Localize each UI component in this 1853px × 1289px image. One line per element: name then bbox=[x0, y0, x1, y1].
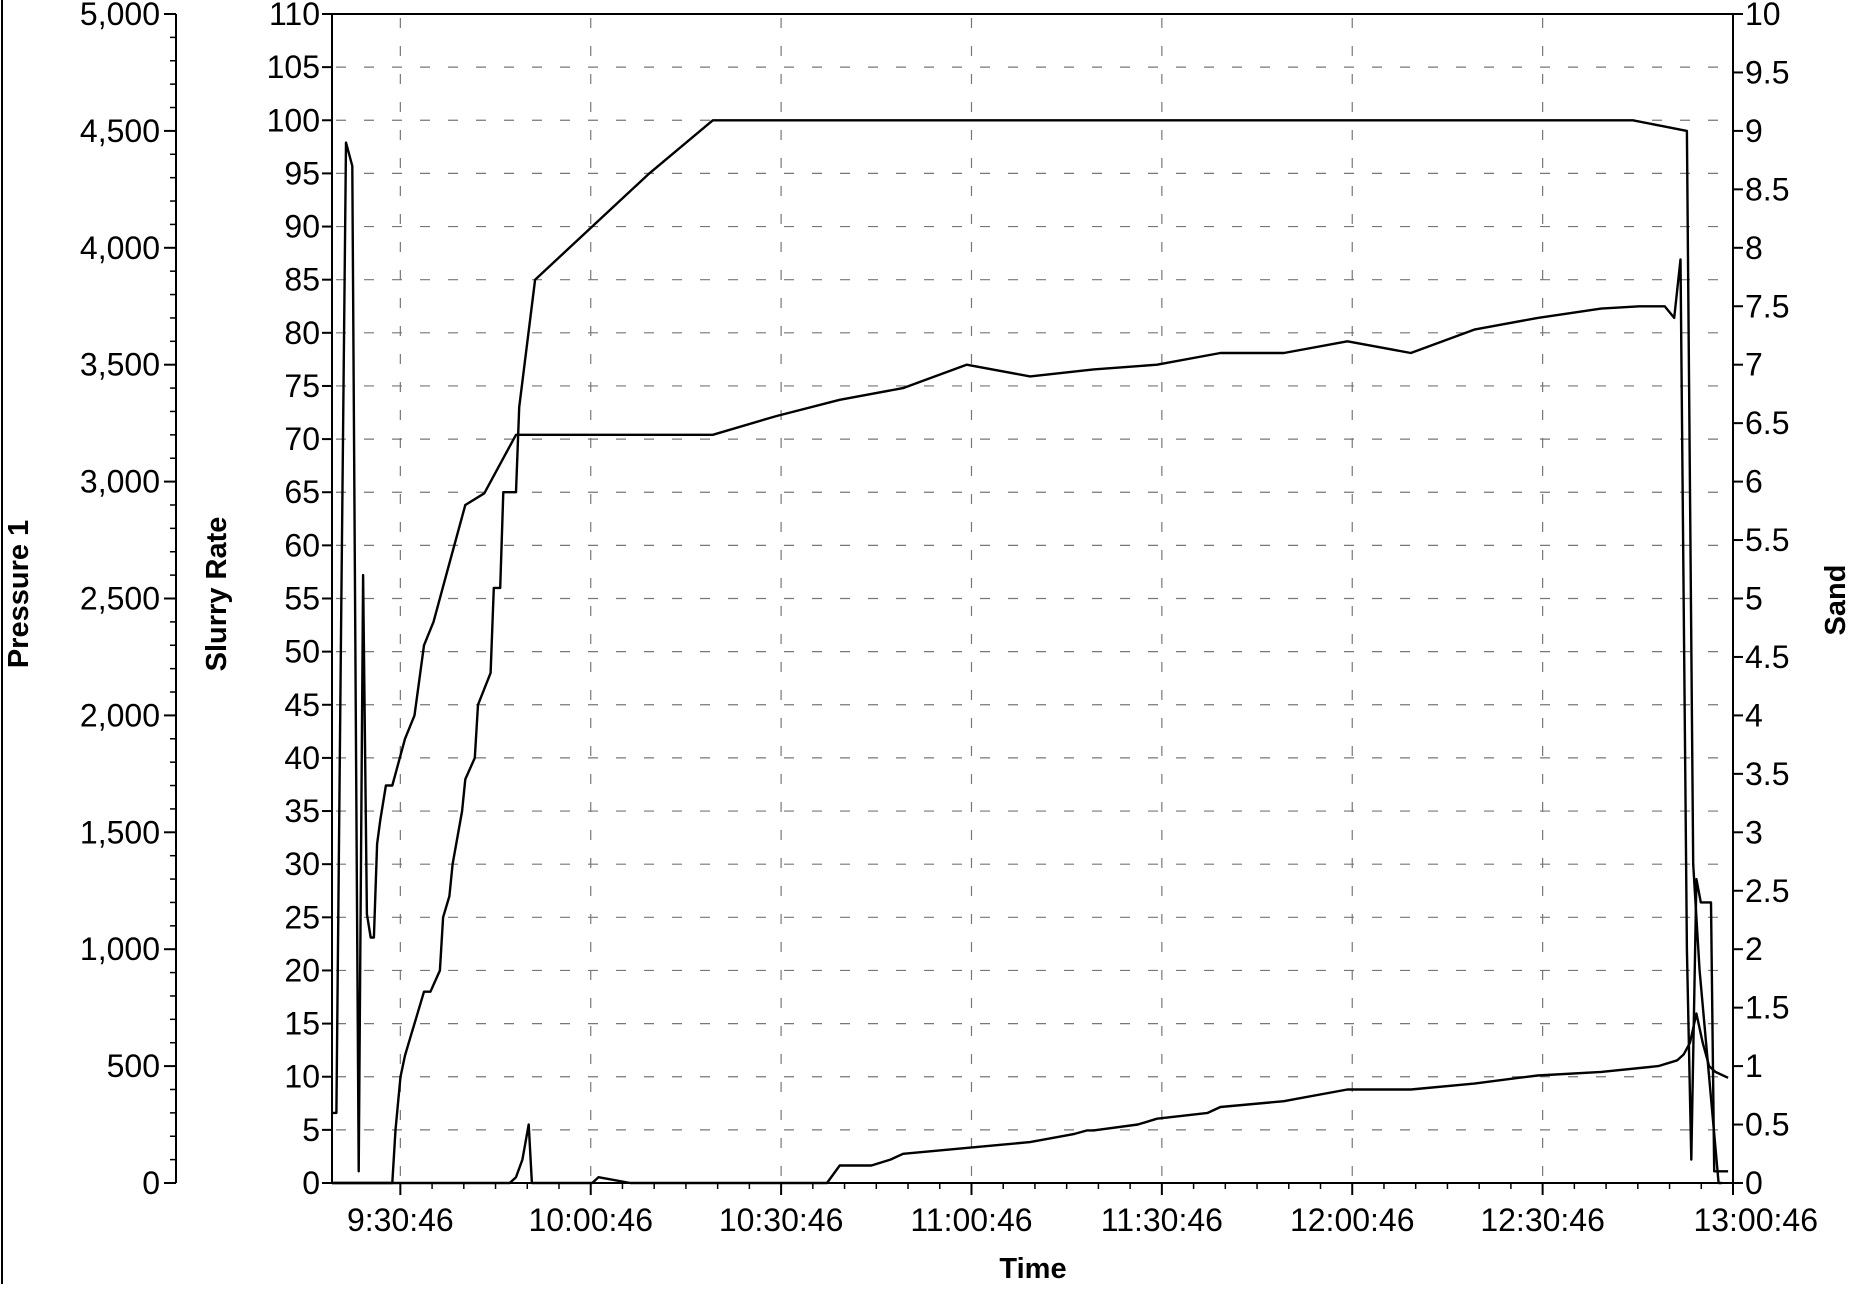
sand-tick-label-19: 9.5 bbox=[1745, 54, 1789, 90]
slurry-tick-label-7: 35 bbox=[284, 793, 320, 829]
sand-tick-label-12: 6 bbox=[1745, 464, 1763, 500]
x-tick-label-1: 10:00:46 bbox=[528, 1202, 653, 1238]
pressure-tick-label-2: 1,000 bbox=[80, 931, 160, 967]
x-tick-label-0: 9:30:46 bbox=[347, 1202, 454, 1238]
slurry-tick-label-20: 100 bbox=[267, 102, 320, 138]
pressure-tick-label-1: 500 bbox=[107, 1048, 160, 1084]
x-tick-label-6: 12:30:46 bbox=[1480, 1202, 1605, 1238]
pressure-tick-label-5: 2,500 bbox=[80, 581, 160, 617]
sand-tick-label-11: 5.5 bbox=[1745, 522, 1789, 558]
sand-tick-label-17: 8.5 bbox=[1745, 171, 1789, 207]
sand-tick-label-6: 3 bbox=[1745, 814, 1763, 850]
sand-tick-label-2: 1 bbox=[1745, 1048, 1763, 1084]
x-tick-label-4: 11:30:46 bbox=[1101, 1202, 1223, 1238]
slurry-tick-label-21: 105 bbox=[267, 49, 320, 85]
slurry-tick-label-13: 65 bbox=[284, 474, 320, 510]
pressure-tick-label-4: 2,000 bbox=[80, 697, 160, 733]
sand-tick-label-1: 0.5 bbox=[1745, 1107, 1789, 1143]
slurry-tick-label-5: 25 bbox=[284, 899, 320, 935]
slurry-tick-label-0: 0 bbox=[302, 1165, 320, 1201]
slurry-tick-label-19: 95 bbox=[284, 155, 320, 191]
slurry-tick-label-11: 55 bbox=[284, 581, 320, 617]
sand-tick-label-7: 3.5 bbox=[1745, 756, 1789, 792]
sand-tick-label-20: 10 bbox=[1745, 0, 1781, 32]
series-layer bbox=[332, 119, 1729, 1185]
pressure-tick-label-7: 3,500 bbox=[80, 347, 160, 383]
slurry-tick-label-4: 20 bbox=[284, 952, 320, 988]
pressure-tick-label-6: 3,000 bbox=[80, 464, 160, 500]
x-axis-title: Time bbox=[999, 1253, 1066, 1284]
pressure-axis-title: Pressure 1 bbox=[3, 520, 35, 668]
sand-tick-label-15: 7.5 bbox=[1745, 288, 1789, 324]
x-tick-label-7: 13:00:46 bbox=[1693, 1202, 1818, 1238]
slurry-tick-label-17: 85 bbox=[284, 262, 320, 298]
pressure-tick-label-10: 5,000 bbox=[80, 0, 160, 32]
sand-tick-label-0: 0 bbox=[1745, 1165, 1763, 1201]
slurry-tick-label-2: 10 bbox=[284, 1059, 320, 1095]
slurry-tick-label-10: 50 bbox=[284, 634, 320, 670]
sand-tick-label-13: 6.5 bbox=[1745, 405, 1789, 441]
series-line-sand bbox=[332, 1012, 1729, 1185]
labels-layer: Pressure 1 Slurry Rate Sand Time bbox=[3, 517, 1852, 1285]
pressure-tick-label-0: 0 bbox=[142, 1165, 160, 1201]
slurry-tick-label-1: 5 bbox=[302, 1112, 320, 1148]
pressure-tick-label-9: 4,500 bbox=[80, 113, 160, 149]
sand-tick-label-8: 4 bbox=[1745, 697, 1763, 733]
slurry-tick-label-18: 90 bbox=[284, 209, 320, 245]
slurry-tick-label-14: 70 bbox=[284, 421, 320, 457]
sand-tick-label-3: 1.5 bbox=[1745, 990, 1789, 1026]
series-line-pressure bbox=[332, 141, 1729, 1173]
sand-tick-label-4: 2 bbox=[1745, 931, 1763, 967]
x-tick-label-3: 11:00:46 bbox=[910, 1202, 1032, 1238]
slurry-tick-label-16: 80 bbox=[284, 315, 320, 351]
sand-tick-label-10: 5 bbox=[1745, 581, 1763, 617]
sand-tick-label-9: 4.5 bbox=[1745, 639, 1789, 675]
sand-tick-label-5: 2.5 bbox=[1745, 873, 1789, 909]
slurry-tick-label-9: 45 bbox=[284, 687, 320, 723]
sand-tick-label-16: 8 bbox=[1745, 230, 1763, 266]
axes-layer: 05001,0001,5002,0002,5003,0003,5004,0004… bbox=[1, 0, 1818, 1284]
slurry-tick-label-6: 30 bbox=[284, 846, 320, 882]
slurry-tick-label-22: 110 bbox=[269, 0, 320, 32]
plot-frame bbox=[331, 13, 1734, 1184]
pressure-tick-label-3: 1,500 bbox=[80, 814, 160, 850]
slurry-tick-label-3: 15 bbox=[284, 1006, 320, 1042]
slurry-rate-axis-title: Slurry Rate bbox=[201, 517, 233, 672]
pressure-tick-label-8: 4,000 bbox=[80, 230, 160, 266]
sand-tick-label-18: 9 bbox=[1745, 113, 1763, 149]
grid-layer bbox=[336, 18, 1729, 1179]
slurry-tick-label-8: 40 bbox=[284, 740, 320, 776]
x-tick-label-2: 10:30:46 bbox=[719, 1202, 844, 1238]
sand-tick-label-14: 7 bbox=[1745, 347, 1763, 383]
sand-axis-title: Sand bbox=[1820, 565, 1852, 636]
slurry-tick-label-15: 75 bbox=[284, 368, 320, 404]
x-tick-label-5: 12:00:46 bbox=[1290, 1202, 1415, 1238]
slurry-tick-label-12: 60 bbox=[284, 527, 320, 563]
